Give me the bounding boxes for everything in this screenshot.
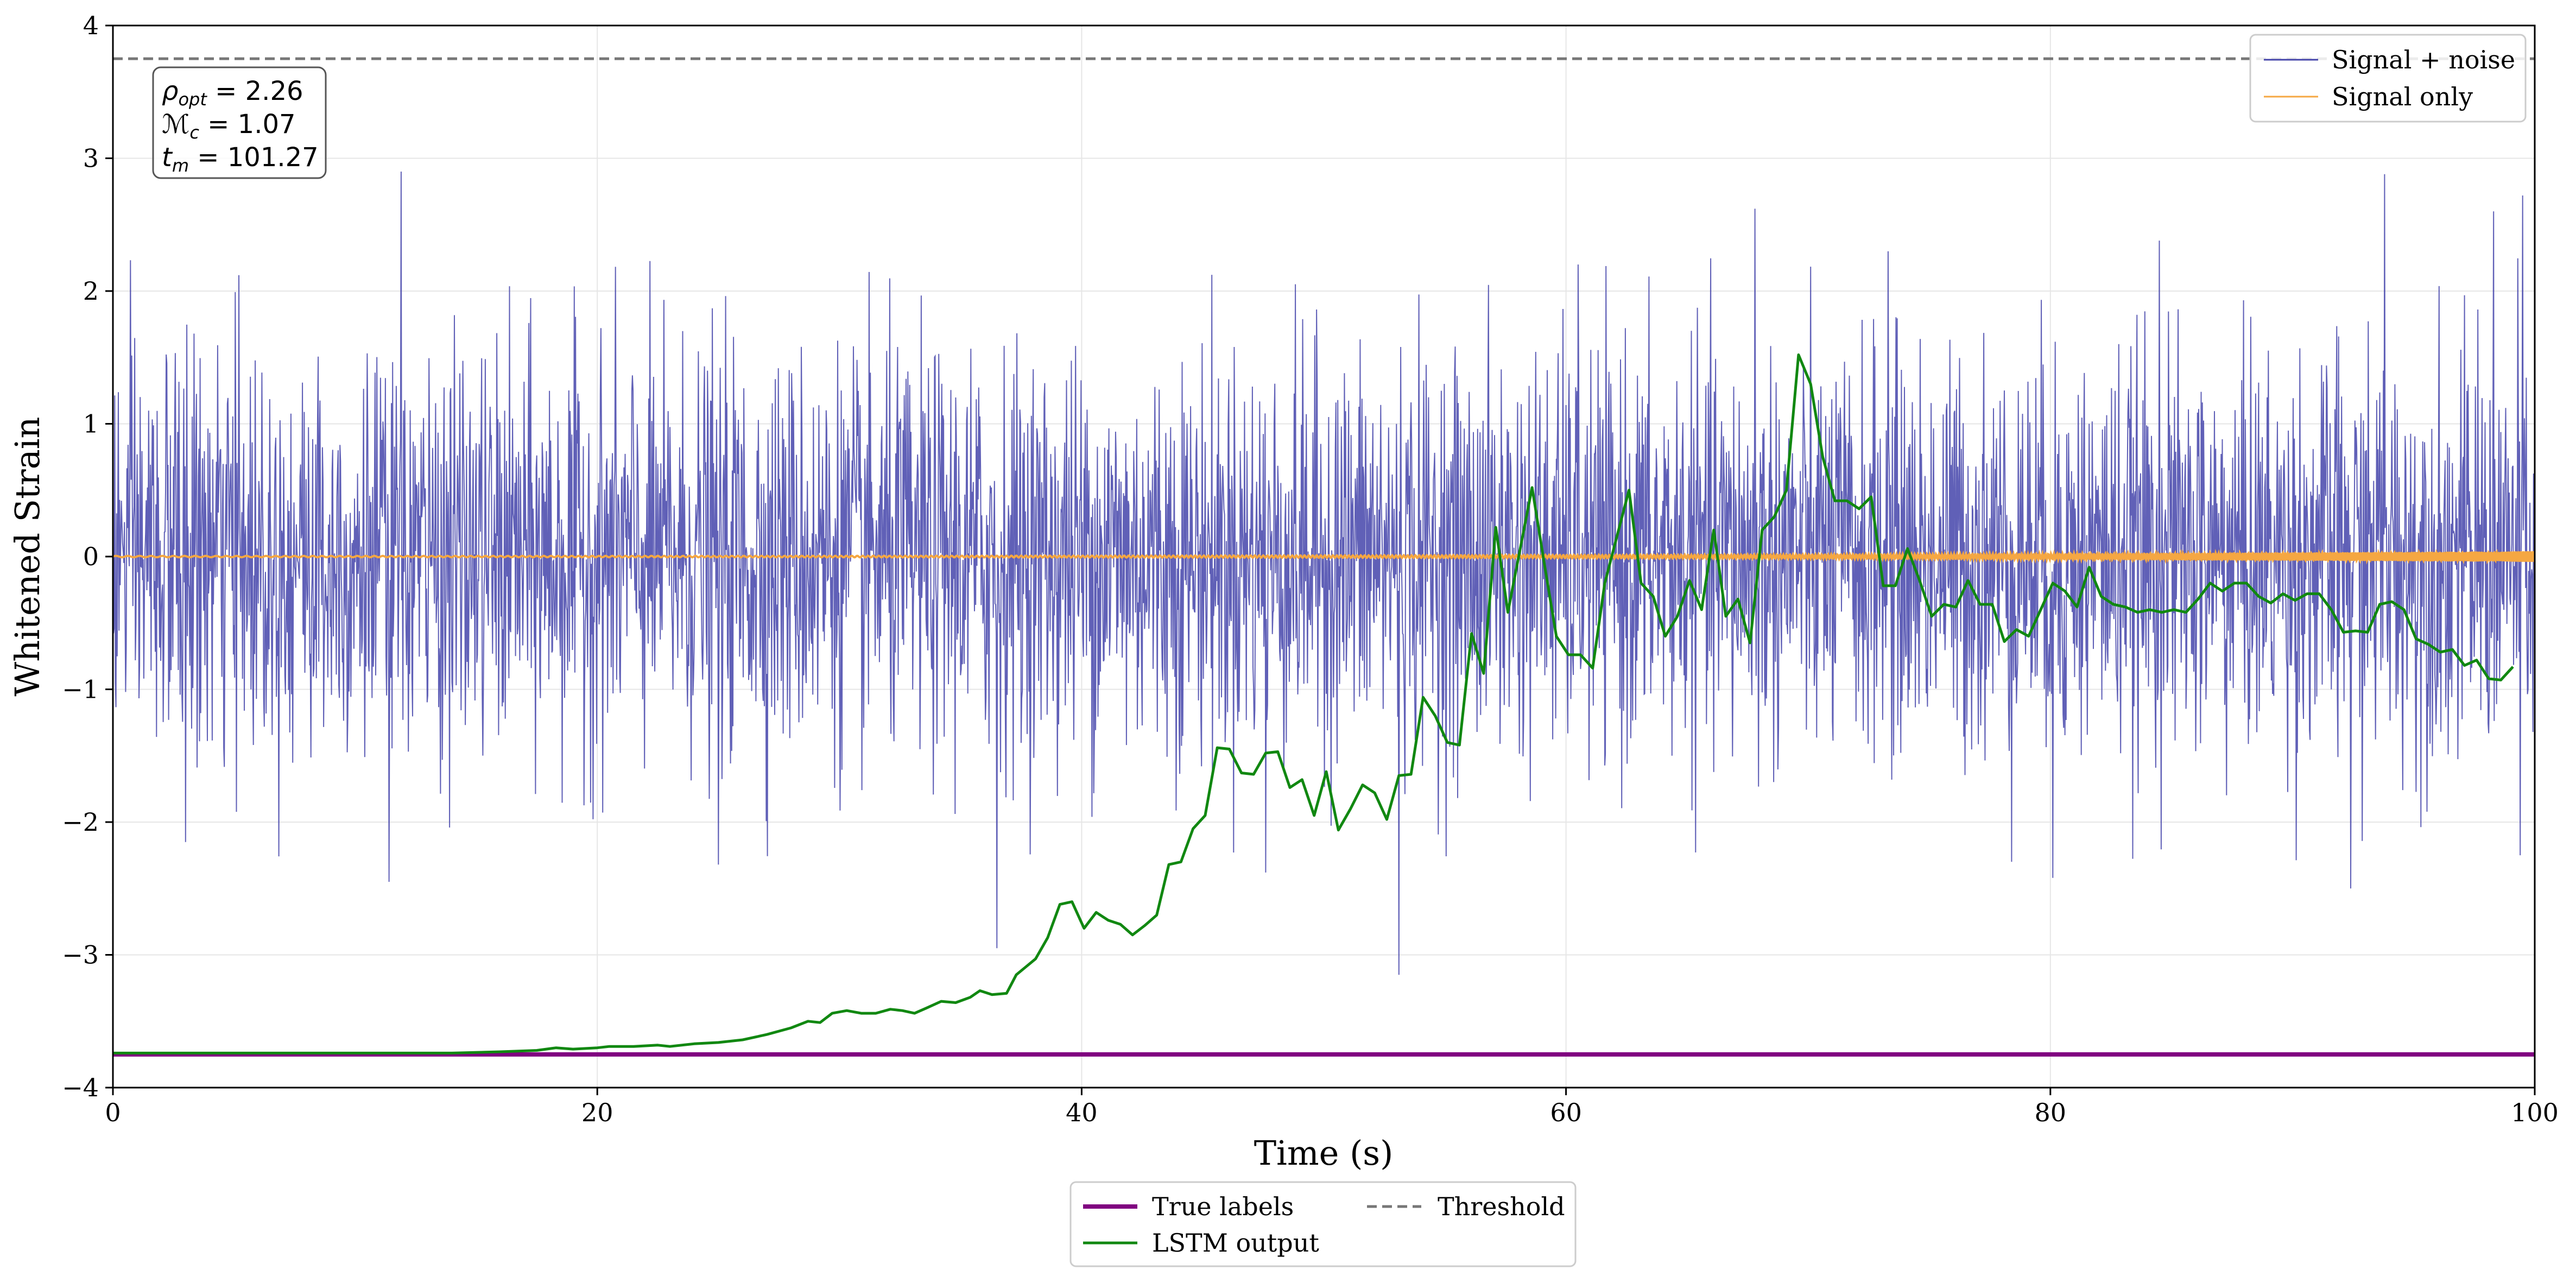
- x-tick-label: 80: [2035, 1098, 2067, 1127]
- y-tick-label: 1: [83, 409, 99, 439]
- annotation-time-value: = 101.27: [189, 142, 319, 173]
- legend-label-true-labels: True labels: [1152, 1192, 1294, 1221]
- legend-label-threshold: Threshold: [1438, 1192, 1565, 1221]
- x-tick-label: 100: [2511, 1098, 2559, 1127]
- y-axis-label: Whitened Strain: [8, 417, 47, 697]
- x-tick-label: 40: [1066, 1098, 1098, 1127]
- legend-lower: True labels LSTM output Threshold: [1069, 1181, 1577, 1267]
- y-tick-label: 4: [83, 11, 99, 40]
- x-axis-label: Time (s): [1254, 1133, 1394, 1173]
- x-axis-ticks: 0 20 40 60 80 100: [105, 1088, 2559, 1127]
- x-tick-label: 60: [1550, 1098, 1582, 1127]
- legend-upper: Signal + noise Signal only: [2249, 34, 2527, 123]
- annotation-rho-opt: ρopt = 2.26: [162, 76, 303, 110]
- parameter-annotation: ρopt = 2.26 ℳc = 1.07 tm = 101.27: [152, 66, 327, 179]
- annotation-rho-value: = 2.26: [207, 76, 303, 106]
- y-tick-label: −4: [62, 1073, 99, 1102]
- annotation-mass-sub: c: [189, 122, 199, 143]
- annotation-time-sub: m: [172, 155, 189, 176]
- y-tick-label: 2: [83, 276, 99, 306]
- annotation-chirp-mass: ℳc = 1.07: [162, 109, 296, 143]
- lstm-output-line: [113, 353, 2514, 1054]
- annotation-merger-time: tm = 101.27: [162, 142, 319, 176]
- annotation-rho-symbol: ρ: [162, 76, 178, 106]
- annotation-box: [152, 66, 327, 179]
- legend-label-signal-plus-noise: Signal + noise: [2332, 45, 2515, 74]
- y-axis-ticks: −4 −3 −2 −1 0 1 2 3 4: [62, 11, 113, 1102]
- annotation-time-symbol: t: [162, 142, 173, 173]
- y-tick-label: 0: [83, 542, 99, 571]
- annotation-mass-symbol: ℳ: [162, 109, 189, 140]
- series-signal-only: [113, 548, 2535, 565]
- legend-upper-frame: [2249, 34, 2527, 123]
- annotation-mass-value: = 1.07: [199, 109, 296, 140]
- legend-label-lstm-output: LSTM output: [1152, 1228, 1319, 1258]
- signal-only-line: [113, 548, 2535, 565]
- y-tick-label: −3: [62, 940, 99, 970]
- legend-lower-frame: [1069, 1181, 1577, 1267]
- y-tick-label: 3: [83, 144, 99, 173]
- series-lstm-output: [113, 353, 2514, 1054]
- annotation-rho-sub: opt: [178, 89, 207, 110]
- series-signal-plus-noise: [113, 171, 2535, 975]
- x-tick-label: 0: [105, 1098, 121, 1127]
- y-tick-label: −2: [62, 807, 99, 837]
- signal-plus-noise-line: [113, 171, 2535, 975]
- legend-label-signal-only: Signal only: [2332, 82, 2473, 111]
- x-tick-label: 20: [581, 1098, 613, 1127]
- y-tick-label: −1: [62, 675, 99, 704]
